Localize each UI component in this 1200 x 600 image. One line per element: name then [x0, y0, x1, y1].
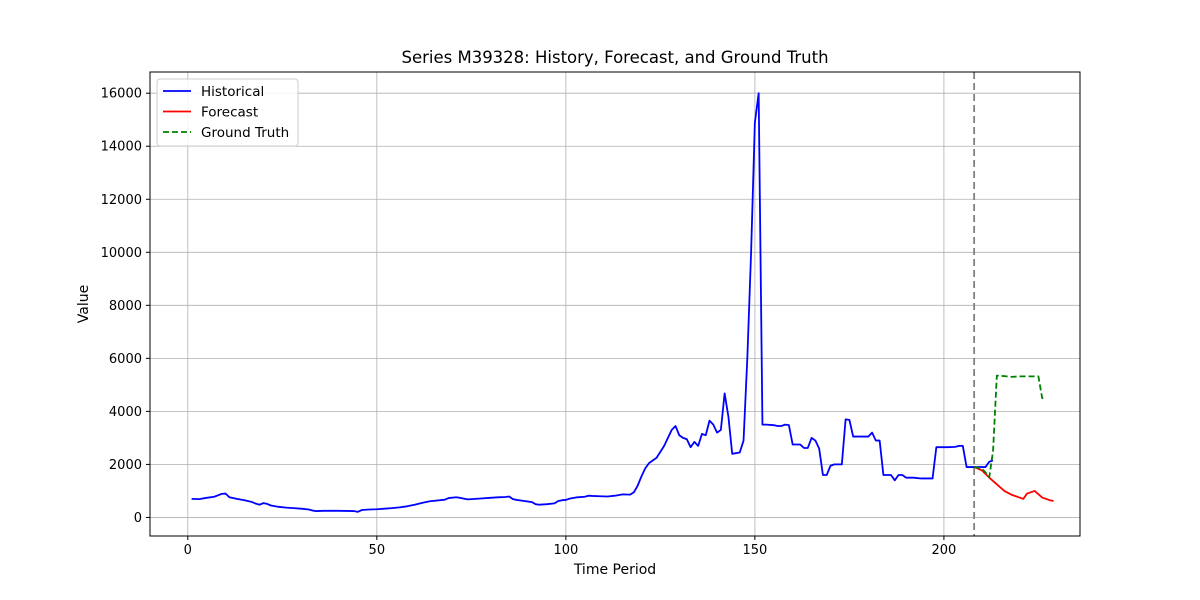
legend: Historical Forecast Ground Truth — [156, 78, 299, 147]
plot-frame — [149, 71, 1081, 537]
x-tick-label: 0 — [184, 543, 192, 558]
x-tick-label: 50 — [369, 543, 386, 558]
grid — [150, 72, 1080, 536]
y-tick-label: 14000 — [101, 140, 142, 155]
axis-ticks: 0 50 100 150 2000200040006000800010000120001… — [101, 87, 957, 558]
y-tick-label: 12000 — [101, 193, 142, 208]
plot-lines — [191, 72, 1054, 536]
y-axis-label: Value — [76, 285, 92, 323]
y-tick-label: 10000 — [101, 246, 142, 261]
y-tick-label: 0 — [134, 511, 142, 526]
y-tick-label: 8000 — [109, 299, 142, 314]
x-axis-label: Time Period — [573, 562, 656, 578]
axes-frame — [149, 71, 1081, 537]
legend-label: Historical — [201, 84, 264, 100]
x-tick-label: 200 — [931, 543, 956, 558]
y-tick-label: 16000 — [101, 87, 142, 102]
y-tick-label: 6000 — [109, 352, 142, 367]
x-tick-label: 150 — [742, 543, 767, 558]
legend-label: Forecast — [201, 105, 258, 121]
legend-box — [156, 78, 299, 147]
series-line-ground-truth — [973, 374, 1047, 479]
series-line-historical — [191, 92, 994, 513]
x-tick-label: 100 — [553, 543, 578, 558]
legend-label: Ground Truth — [201, 125, 289, 141]
y-tick-label: 4000 — [109, 405, 142, 420]
chart-title: Series M39328: History, Forecast, and Gr… — [401, 48, 828, 67]
y-tick-label: 2000 — [109, 458, 142, 473]
